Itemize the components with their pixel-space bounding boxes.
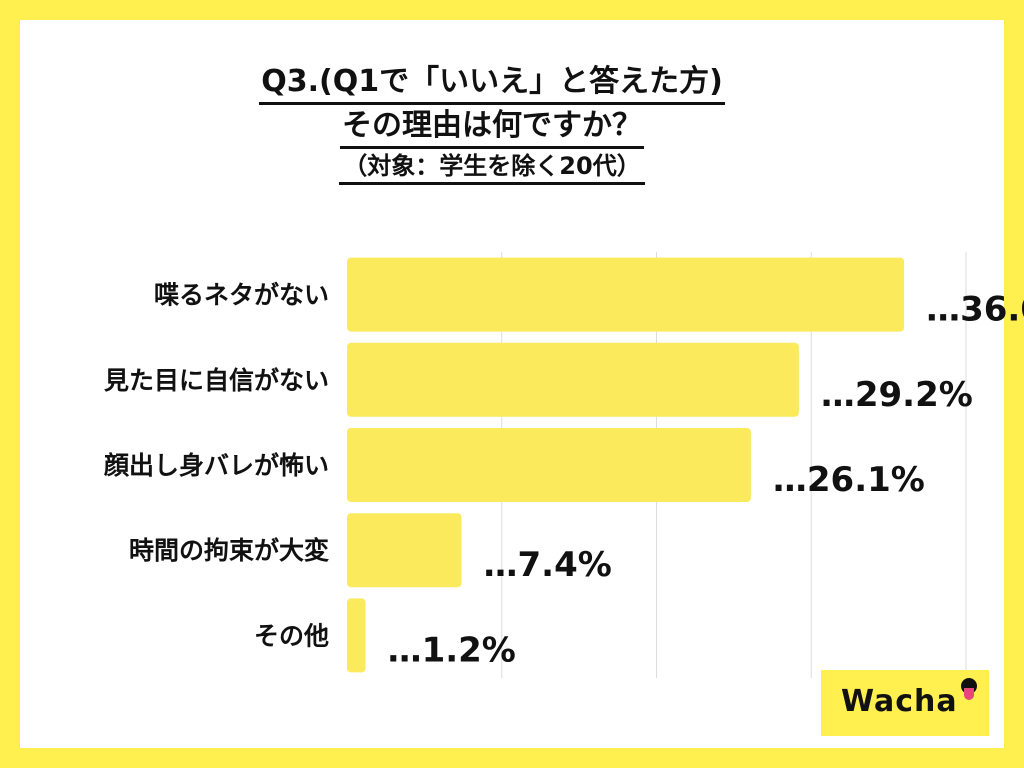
- category-label: その他: [254, 621, 329, 650]
- bar-0: [347, 257, 905, 332]
- value-label: …26.1%: [773, 460, 925, 500]
- title-line-1: Q3.(Q1で「いいえ」と答えた方): [259, 62, 725, 105]
- title-line-2: その理由は何ですか？: [340, 106, 644, 149]
- title-line-3: （対象：学生を除く20代）: [339, 150, 645, 185]
- value-label: …36.0%: [926, 290, 1024, 330]
- value-label: …29.2%: [821, 375, 973, 415]
- wacha-logo: Wacha: [821, 670, 989, 736]
- value-label: …7.4%: [484, 545, 612, 585]
- bar-1: [347, 342, 799, 417]
- value-label: …1.2%: [388, 630, 516, 670]
- category-label: 顔出し身バレが怖い: [103, 451, 329, 480]
- chart-title: Q3.(Q1で「いいえ」と答えた方) その理由は何ですか？ （対象：学生を除く2…: [0, 62, 984, 186]
- logo-tongue-icon: [964, 688, 974, 700]
- category-label: 時間の拘束が大変: [129, 536, 329, 565]
- bar-2: [347, 428, 751, 502]
- category-label: 喋るネタがない: [154, 281, 329, 310]
- logo-text: Wacha: [841, 684, 958, 719]
- bar-3: [347, 513, 462, 588]
- bar-4: [347, 598, 366, 673]
- category-label: 見た目に自信がない: [104, 366, 329, 395]
